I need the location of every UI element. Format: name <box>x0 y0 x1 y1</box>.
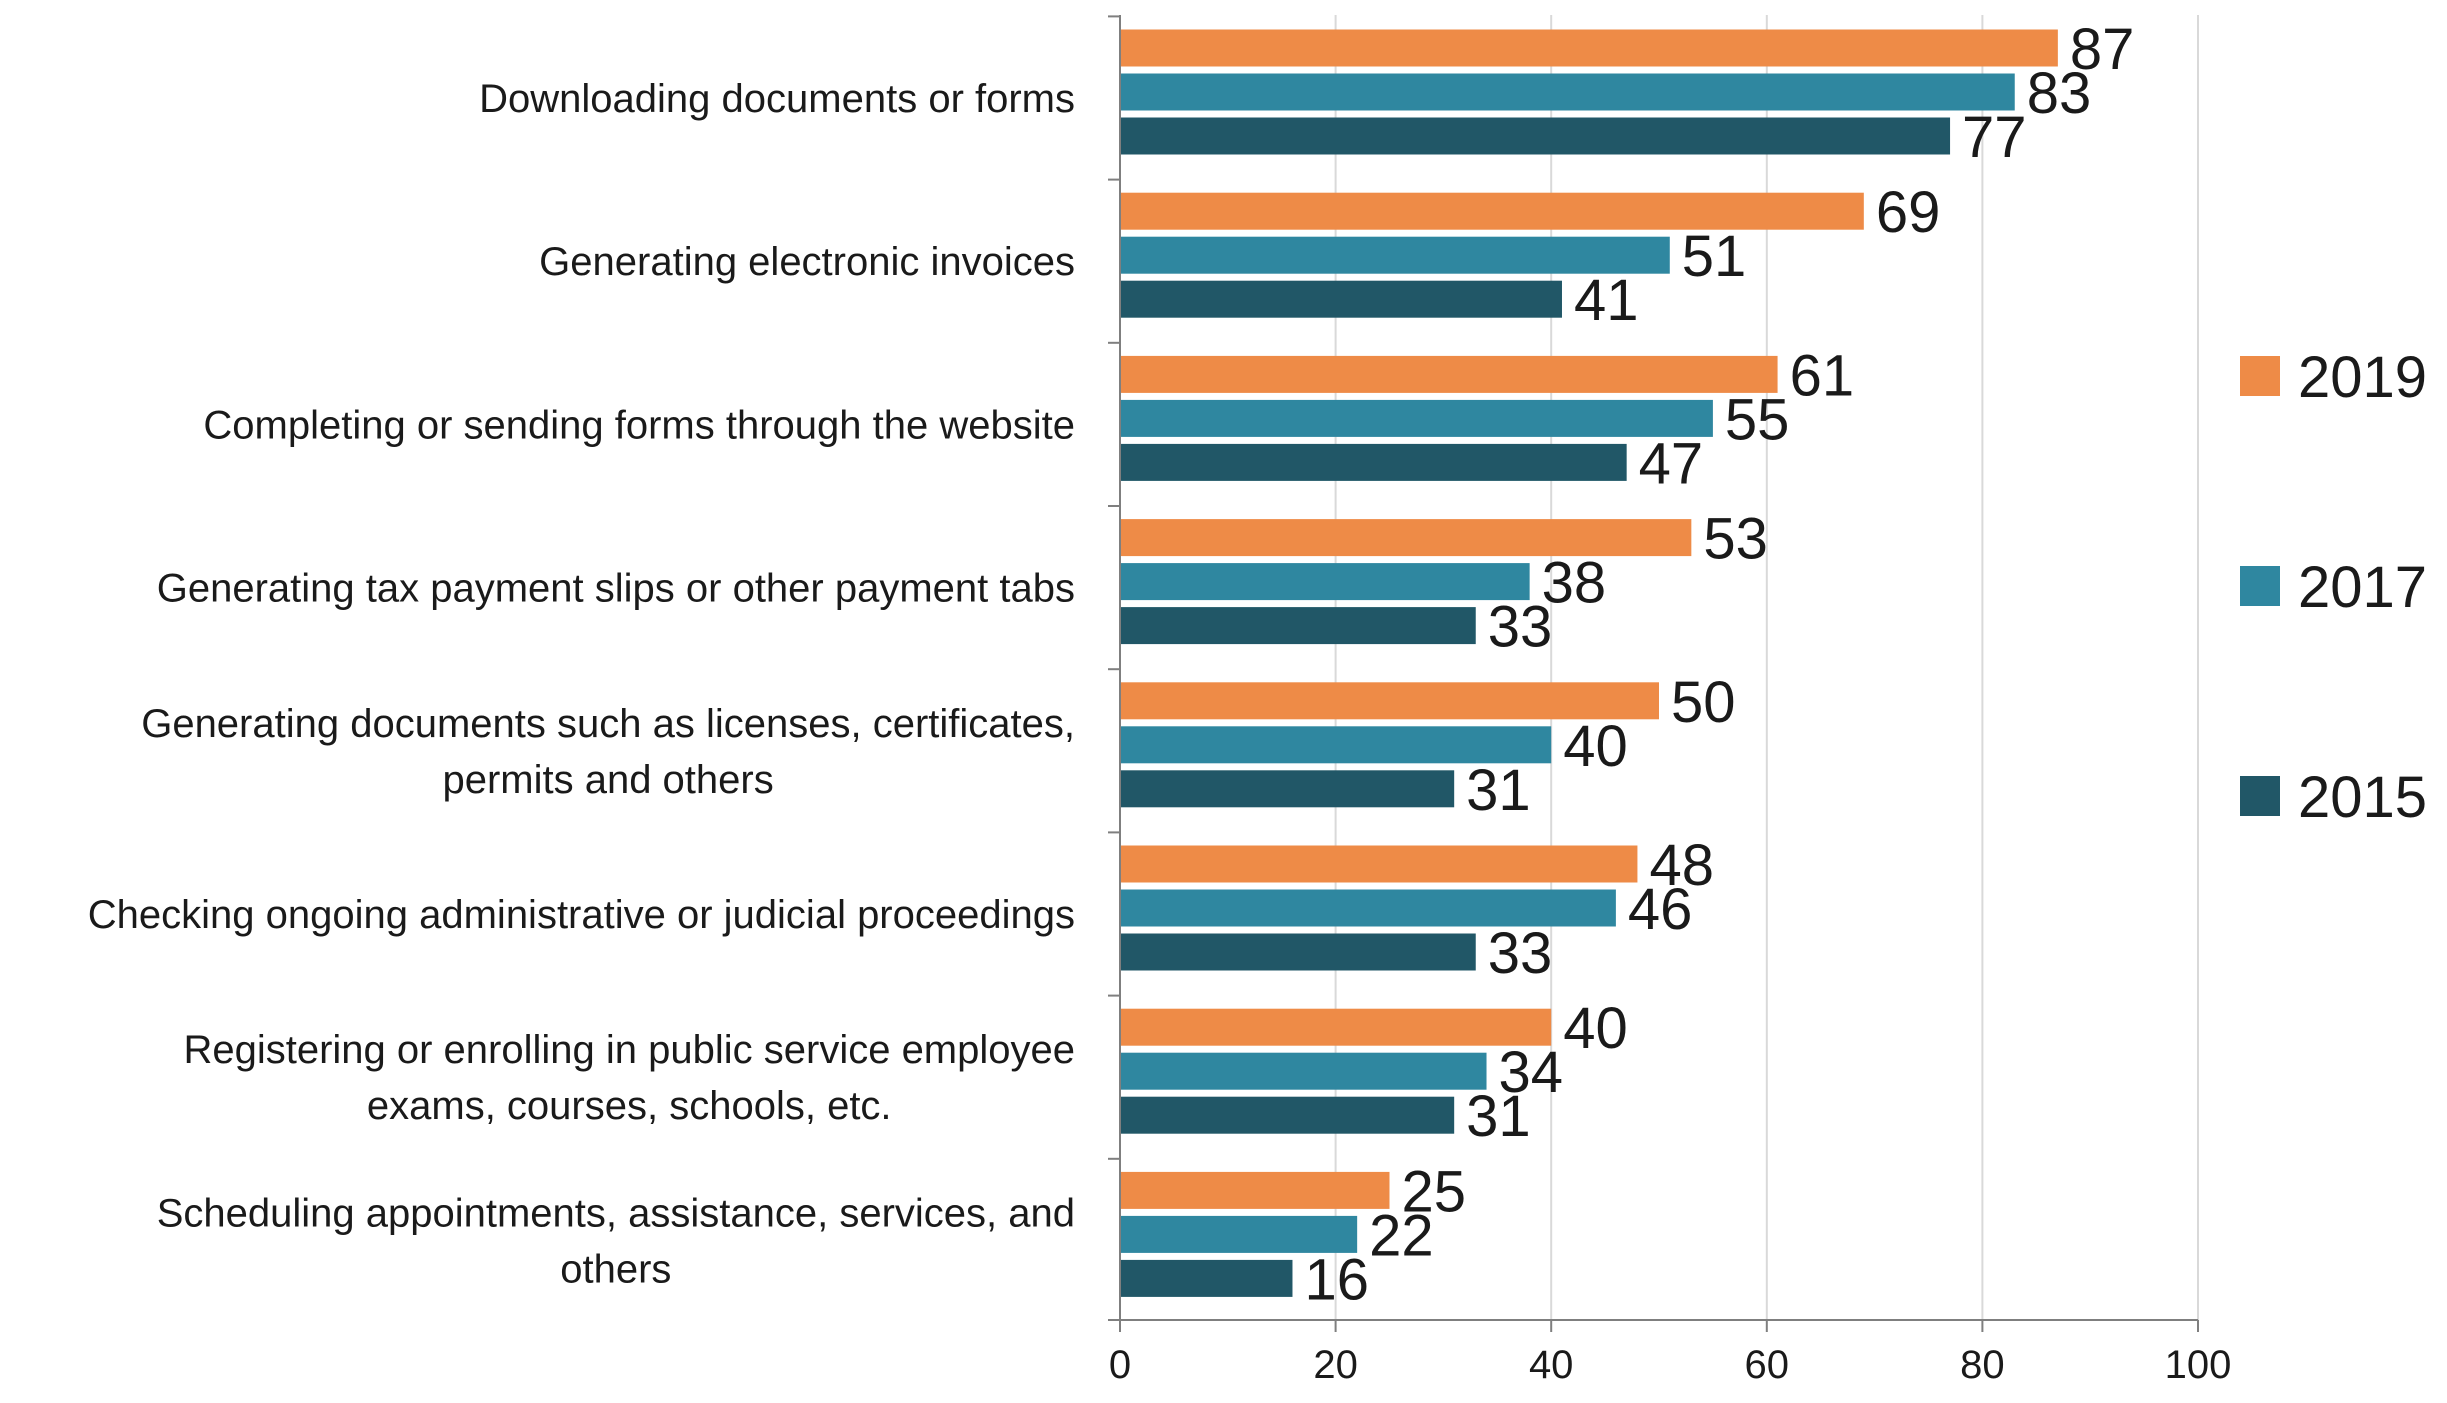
category-label-line: Generating documents such as licenses, c… <box>141 702 1075 746</box>
data-label-2015: 16 <box>1304 1247 1369 1312</box>
data-label-2019: 25 <box>1402 1159 1467 1224</box>
data-label-2019: 53 <box>1703 507 1768 572</box>
data-label-2015: 47 <box>1639 431 1704 496</box>
bar-2015 <box>1120 770 1455 808</box>
bar-2019 <box>1120 29 2058 67</box>
category-label: Completing or sending forms through the … <box>203 403 1075 447</box>
data-labels: 8783776951416155475338335040314846334034… <box>1304 17 2134 1312</box>
legend-label-2019: 2019 <box>2298 345 2427 410</box>
data-label-2017: 46 <box>1628 877 1693 942</box>
category-label: Generating tax payment slips or other pa… <box>157 567 1075 611</box>
bar-2015 <box>1120 117 1951 155</box>
data-label-2017: 55 <box>1725 387 1790 452</box>
bars <box>1120 29 2058 1297</box>
x-tick-label: 40 <box>1529 1343 1574 1387</box>
x-tick-label: 20 <box>1313 1343 1358 1387</box>
bar-2017 <box>1120 399 1713 437</box>
x-tick-label: 100 <box>2165 1343 2232 1387</box>
category-label-line: others <box>560 1247 671 1291</box>
x-tick-label: 80 <box>1960 1343 2005 1387</box>
bar-2015 <box>1120 1096 1455 1134</box>
legend-swatch-2017 <box>2240 566 2280 606</box>
category-label-line: Scheduling appointments, assistance, ser… <box>157 1191 1075 1235</box>
legend-label-2017: 2017 <box>2298 555 2427 620</box>
bar-2017 <box>1120 1052 1487 1090</box>
bar-2017 <box>1120 889 1616 927</box>
bar-2015 <box>1120 1259 1293 1297</box>
data-label-2017: 51 <box>1682 224 1747 289</box>
x-tick-label: 60 <box>1745 1343 1790 1387</box>
category-label-line: permits and others <box>442 758 773 802</box>
category-label: Registering or enrolling in public servi… <box>183 1028 1075 1128</box>
bar-2015 <box>1120 280 1562 318</box>
bar-2015 <box>1120 607 1476 645</box>
bar-2017 <box>1120 73 2015 111</box>
bar-2017 <box>1120 726 1552 764</box>
data-label-2015: 77 <box>1962 105 2027 170</box>
category-label: Generating documents such as licenses, c… <box>141 702 1075 802</box>
data-label-2017: 83 <box>2027 61 2092 126</box>
legend-label-2015: 2015 <box>2298 765 2427 830</box>
data-label-2019: 40 <box>1563 996 1628 1061</box>
data-label-2019: 87 <box>2070 17 2135 82</box>
category-label: Generating electronic invoices <box>539 240 1075 284</box>
bar-2019 <box>1120 1171 1390 1209</box>
data-label-2019: 69 <box>1876 180 1941 245</box>
data-label-2015: 33 <box>1488 921 1553 986</box>
category-label: Scheduling appointments, assistance, ser… <box>157 1191 1075 1291</box>
bar-2019 <box>1120 519 1692 557</box>
data-label-2015: 31 <box>1466 758 1531 823</box>
bar-2019 <box>1120 355 1778 393</box>
data-label-2017: 40 <box>1563 714 1628 779</box>
bar-2015 <box>1120 443 1627 481</box>
data-label-2015: 31 <box>1466 1084 1531 1149</box>
data-label-2017: 38 <box>1542 551 1607 616</box>
category-labels: Downloading documents or forms Generating… <box>88 77 1075 1291</box>
bar-2019 <box>1120 845 1638 883</box>
data-label-2015: 41 <box>1574 268 1639 333</box>
data-label-2017: 34 <box>1499 1040 1564 1105</box>
bar-2019 <box>1120 1008 1552 1046</box>
category-label: Downloading documents or forms <box>479 77 1075 121</box>
data-label-2019: 50 <box>1671 670 1736 735</box>
legend-swatch-2019 <box>2240 356 2280 396</box>
axes: 0 20 40 60 80 100 <box>1108 15 2231 1387</box>
legend: 2019 2017 2015 <box>2240 345 2427 830</box>
bar-2019 <box>1120 192 1864 230</box>
data-label-2017: 22 <box>1369 1203 1434 1268</box>
category-label-line: Registering or enrolling in public servi… <box>183 1028 1075 1072</box>
x-tick-label: 0 <box>1109 1343 1131 1387</box>
category-label-line: exams, courses, schools, etc. <box>367 1084 892 1128</box>
data-label-2015: 33 <box>1488 595 1553 660</box>
bar-2019 <box>1120 682 1659 720</box>
bar-2017 <box>1120 563 1530 601</box>
bar-2015 <box>1120 933 1476 971</box>
data-label-2019: 61 <box>1790 343 1855 408</box>
category-label: Checking ongoing administrative or judic… <box>88 893 1075 937</box>
legend-swatch-2015 <box>2240 776 2280 816</box>
data-label-2019: 48 <box>1649 833 1714 898</box>
bar-2017 <box>1120 1215 1358 1253</box>
bar-2017 <box>1120 236 1670 274</box>
